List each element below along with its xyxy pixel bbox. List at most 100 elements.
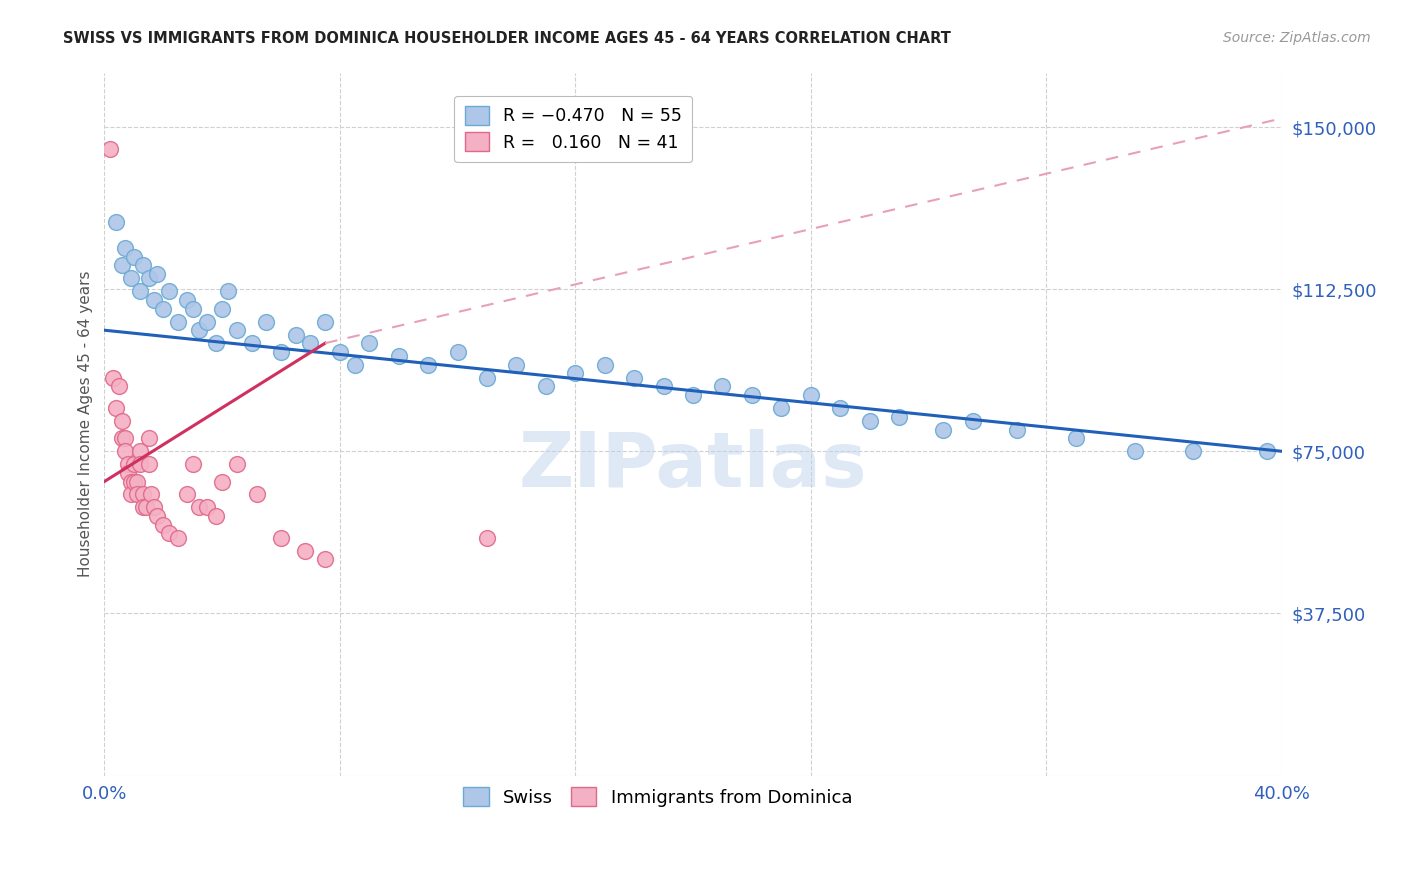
Point <box>138 457 160 471</box>
Point <box>131 500 153 515</box>
Point <box>205 336 228 351</box>
Point <box>593 358 616 372</box>
Point <box>564 367 586 381</box>
Point <box>652 379 675 393</box>
Point <box>117 466 139 480</box>
Point <box>270 344 292 359</box>
Point <box>446 344 468 359</box>
Point <box>103 371 125 385</box>
Point <box>1123 444 1146 458</box>
Point <box>141 487 163 501</box>
Point <box>176 293 198 307</box>
Point <box>505 358 527 372</box>
Point <box>475 371 498 385</box>
Point <box>887 409 910 424</box>
Text: ZIPatlas: ZIPatlas <box>519 429 868 503</box>
Point <box>205 509 228 524</box>
Point <box>299 336 322 351</box>
Point <box>270 531 292 545</box>
Point <box>246 487 269 501</box>
Point <box>197 500 219 515</box>
Point <box>534 379 557 393</box>
Point <box>138 271 160 285</box>
Point <box>128 457 150 471</box>
Point <box>114 241 136 255</box>
Point <box>343 358 366 372</box>
Point <box>111 414 134 428</box>
Point <box>800 388 823 402</box>
Point <box>314 315 336 329</box>
Point <box>108 379 131 393</box>
Point <box>143 500 166 515</box>
Point <box>114 444 136 458</box>
Point <box>167 315 190 329</box>
Point <box>157 526 180 541</box>
Point <box>197 315 219 329</box>
Point <box>152 517 174 532</box>
Point <box>359 336 381 351</box>
Point <box>111 258 134 272</box>
Point <box>122 457 145 471</box>
Point <box>146 267 169 281</box>
Point <box>131 487 153 501</box>
Point <box>211 475 233 489</box>
Point <box>135 500 157 515</box>
Point <box>122 475 145 489</box>
Point <box>128 285 150 299</box>
Text: Source: ZipAtlas.com: Source: ZipAtlas.com <box>1223 31 1371 45</box>
Point <box>240 336 263 351</box>
Point <box>187 500 209 515</box>
Point <box>152 301 174 316</box>
Point <box>475 531 498 545</box>
Point <box>105 215 128 229</box>
Point <box>741 388 763 402</box>
Point <box>711 379 734 393</box>
Point <box>254 315 277 329</box>
Point <box>962 414 984 428</box>
Point <box>623 371 645 385</box>
Point <box>120 271 142 285</box>
Point <box>143 293 166 307</box>
Point <box>117 457 139 471</box>
Point <box>418 358 440 372</box>
Point <box>314 552 336 566</box>
Point <box>128 444 150 458</box>
Point <box>859 414 882 428</box>
Point <box>1005 423 1028 437</box>
Point <box>770 401 793 415</box>
Point <box>146 509 169 524</box>
Point <box>388 349 411 363</box>
Point <box>294 543 316 558</box>
Point <box>284 327 307 342</box>
Legend: Swiss, Immigrants from Dominica: Swiss, Immigrants from Dominica <box>454 778 862 815</box>
Point <box>98 142 121 156</box>
Point <box>105 401 128 415</box>
Point <box>329 344 352 359</box>
Point <box>217 285 239 299</box>
Point <box>181 301 204 316</box>
Point <box>125 475 148 489</box>
Point <box>932 423 955 437</box>
Point <box>187 323 209 337</box>
Point <box>111 431 134 445</box>
Point <box>120 475 142 489</box>
Point <box>1256 444 1278 458</box>
Point <box>167 531 190 545</box>
Text: SWISS VS IMMIGRANTS FROM DOMINICA HOUSEHOLDER INCOME AGES 45 - 64 YEARS CORRELAT: SWISS VS IMMIGRANTS FROM DOMINICA HOUSEH… <box>63 31 950 46</box>
Point <box>138 431 160 445</box>
Point <box>225 323 247 337</box>
Point <box>125 487 148 501</box>
Y-axis label: Householder Income Ages 45 - 64 years: Householder Income Ages 45 - 64 years <box>79 271 93 577</box>
Point <box>131 258 153 272</box>
Point <box>682 388 704 402</box>
Point <box>1182 444 1205 458</box>
Point <box>157 285 180 299</box>
Point <box>176 487 198 501</box>
Point <box>120 487 142 501</box>
Point <box>225 457 247 471</box>
Point <box>122 250 145 264</box>
Point <box>830 401 852 415</box>
Point <box>211 301 233 316</box>
Point <box>181 457 204 471</box>
Point <box>114 431 136 445</box>
